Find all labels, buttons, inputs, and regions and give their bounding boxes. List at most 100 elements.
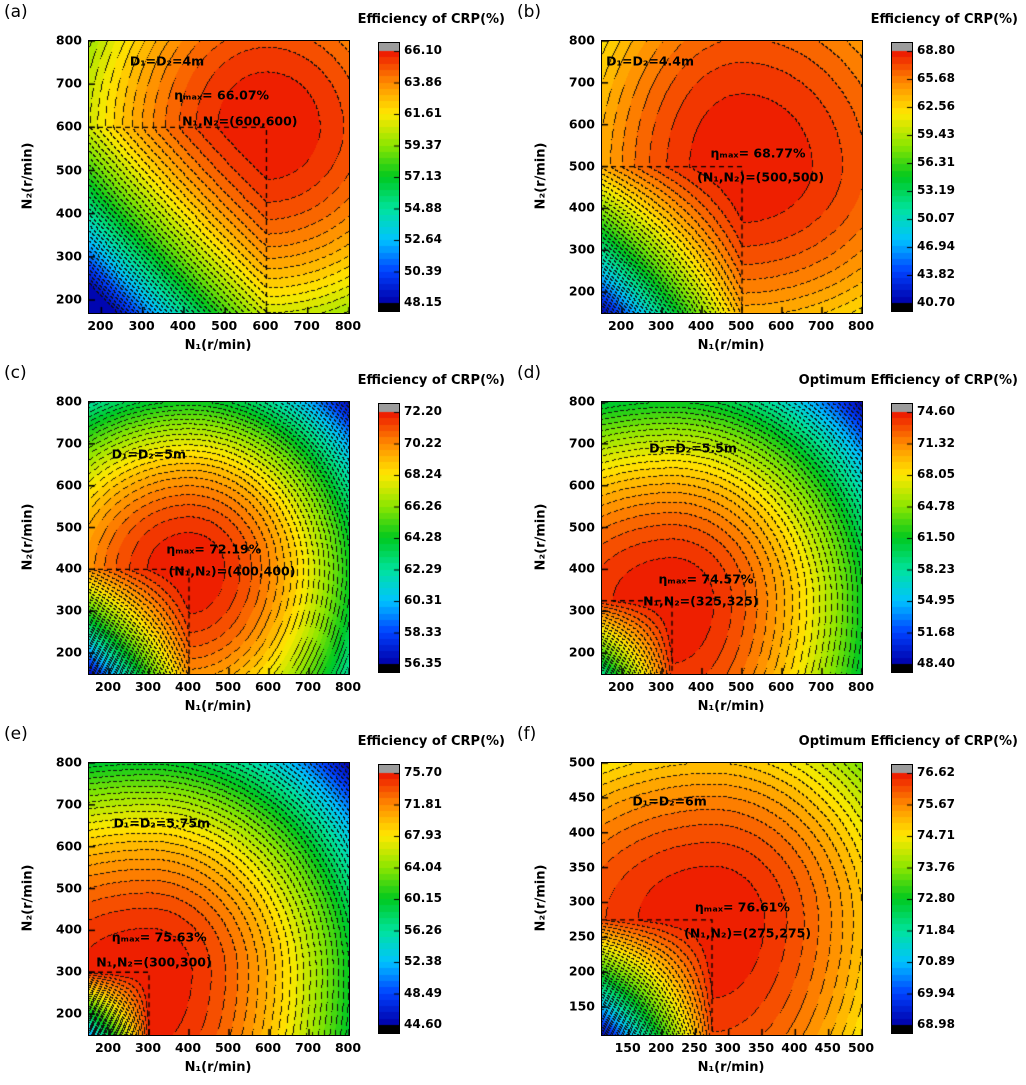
annotation-optimum-point: (N₁,N₂)=(275,275) bbox=[684, 925, 812, 941]
colorbar-tick-label: 56.31 bbox=[917, 155, 955, 169]
x-tick-label: 800 bbox=[334, 318, 362, 333]
y-tick-label: 800 bbox=[568, 393, 595, 409]
annotation-eta-max: ηₘₐₓ= 76.61% bbox=[694, 899, 790, 915]
colorbar-tick-label: 67.93 bbox=[404, 828, 442, 842]
x-tick-label: 400 bbox=[174, 679, 202, 694]
panel-c: (c) Efficiency of CRP(%) D₁=D₂=5m ηₘₐₓ= 72.… bbox=[0, 361, 513, 724]
y-tick-label: 200 bbox=[568, 644, 595, 660]
colorbar-tick-label: 70.89 bbox=[917, 954, 955, 968]
annotation-eta-max: ηₘₐₓ= 75.63% bbox=[111, 929, 207, 945]
y-tick-label: 800 bbox=[55, 32, 82, 48]
colorbar-tick-label: 64.28 bbox=[404, 530, 442, 544]
colorbar-tick-label: 69.94 bbox=[917, 985, 955, 1000]
x-tick-label: 800 bbox=[847, 318, 875, 333]
colorbar-tick-label: 68.80 bbox=[917, 43, 955, 57]
colorbar-tick-label: 58.23 bbox=[917, 561, 955, 576]
x-tick-label: 200 bbox=[607, 679, 635, 694]
x-axis-title: N₁(r/min) bbox=[184, 1060, 252, 1075]
x-tick-label: 300 bbox=[714, 1040, 741, 1055]
colorbar-tick-label: 76.62 bbox=[917, 765, 955, 779]
x-tick-label: 700 bbox=[293, 318, 320, 333]
y-tick-label: 500 bbox=[55, 162, 82, 178]
y-tick-label: 700 bbox=[55, 75, 82, 91]
colorbar-tick-label: 51.68 bbox=[917, 624, 955, 639]
x-tick-label: 600 bbox=[767, 679, 795, 694]
colorbar-tick-label: 68.24 bbox=[404, 467, 442, 481]
contour-canvas bbox=[602, 41, 862, 313]
x-axis-title: N₁(r/min) bbox=[697, 1060, 765, 1075]
colorbar-tick-label: 64.04 bbox=[404, 859, 442, 874]
colorbar-title: Efficiency of CRP(%) bbox=[357, 12, 505, 27]
contour-plot: D₁=D₂=4.4m ηₘₐₓ= 68.77% (N₁,N₂)=(500,500) bbox=[601, 40, 863, 314]
panel-letter: (d) bbox=[517, 363, 542, 383]
contour-plot: D₁=D₂=5m ηₘₐₓ= 72.19% (N₁,N₂)=(400,400) bbox=[88, 401, 350, 675]
colorbar-tick-label: 72.80 bbox=[917, 891, 955, 905]
colorbar-tick-label: 64.78 bbox=[917, 498, 955, 513]
y-tick-label: 500 bbox=[568, 158, 595, 174]
x-tick-label: 500 bbox=[727, 318, 755, 333]
annotation-optimum-point: N₁,N₂=(300,300) bbox=[96, 954, 212, 970]
annotation-diameter: D₁=D₂=5.5m bbox=[649, 440, 737, 456]
y-tick-label: 600 bbox=[568, 116, 595, 132]
y-tick-label: 700 bbox=[55, 796, 82, 812]
colorbar-tick-label: 62.56 bbox=[917, 99, 955, 113]
colorbar-tick-label: 68.05 bbox=[917, 467, 955, 481]
x-tick-label: 300 bbox=[128, 318, 155, 333]
y-tick-label: 400 bbox=[568, 199, 595, 215]
colorbar-tick-label: 52.38 bbox=[404, 954, 442, 968]
colorbar-tick-label: 75.70 bbox=[404, 765, 442, 779]
y-tick-label: 800 bbox=[55, 754, 82, 770]
colorbar-tick-label: 68.98 bbox=[917, 1017, 955, 1031]
y-tick-label: 400 bbox=[55, 205, 82, 221]
panel-e: (e) Efficiency of CRP(%) D₁=D₂=5.75m ηₘₐₓ= … bbox=[0, 722, 513, 1085]
contour-canvas bbox=[89, 402, 349, 674]
colorbar-tick-label: 48.40 bbox=[917, 656, 955, 670]
colorbar-title: Optimum Efficiency of CRP(%) bbox=[798, 734, 1018, 749]
y-tick-label: 800 bbox=[568, 32, 595, 48]
x-tick-label: 700 bbox=[807, 318, 835, 333]
y-tick-label: 200 bbox=[55, 644, 82, 660]
x-tick-label: 400 bbox=[687, 318, 715, 333]
colorbar-tick-label: 44.60 bbox=[404, 1017, 442, 1031]
x-tick-label: 500 bbox=[727, 679, 755, 694]
y-tick-label: 150 bbox=[568, 998, 595, 1014]
x-tick-label: 500 bbox=[211, 318, 238, 333]
panel-letter: (b) bbox=[517, 2, 542, 22]
y-tick-label: 200 bbox=[568, 283, 595, 299]
colorbar-tick-label: 48.49 bbox=[404, 985, 442, 1000]
contour-plot: D₁=D₂=4m ηₘₐₓ= 66.07% N₁,N₂=(600,600) bbox=[88, 40, 350, 314]
contour-canvas bbox=[602, 402, 862, 674]
y-tick-label: 400 bbox=[568, 824, 595, 840]
x-tick-label: 700 bbox=[294, 679, 322, 694]
y-tick-label: 500 bbox=[568, 754, 595, 770]
y-tick-label: 700 bbox=[568, 435, 595, 451]
annotation-eta-max: ηₘₐₓ= 68.77% bbox=[710, 145, 806, 161]
colorbar bbox=[891, 42, 913, 312]
x-tick-label: 450 bbox=[814, 1040, 841, 1055]
y-tick-label: 300 bbox=[568, 893, 595, 909]
y-tick-label: 500 bbox=[568, 519, 595, 535]
x-axis-title: N₁(r/min) bbox=[697, 338, 765, 353]
x-tick-label: 300 bbox=[134, 679, 162, 694]
x-tick-label: 400 bbox=[781, 1040, 808, 1055]
y-tick-label: 300 bbox=[55, 963, 82, 979]
annotation-diameter: D₁=D₂=4.4m bbox=[606, 53, 695, 69]
y-tick-label: 600 bbox=[568, 477, 595, 493]
y-tick-label: 250 bbox=[568, 928, 595, 944]
colorbar-tick-label: 54.95 bbox=[917, 593, 955, 607]
colorbar-tick-label: 58.33 bbox=[404, 624, 442, 639]
y-axis-title: N₂(r/min) bbox=[20, 503, 36, 571]
annotation-eta-max: ηₘₐₓ= 74.57% bbox=[658, 571, 754, 587]
colorbar-tick-label: 63.86 bbox=[404, 74, 442, 89]
x-axis-title: N₁(r/min) bbox=[184, 699, 252, 714]
colorbar-tick-label: 65.68 bbox=[917, 71, 955, 85]
y-tick-label: 200 bbox=[55, 291, 82, 307]
y-axis-title: N₂(r/min) bbox=[533, 503, 549, 571]
colorbar-tick-label: 57.13 bbox=[404, 169, 442, 183]
y-tick-label: 500 bbox=[55, 880, 82, 896]
colorbar-tick-label: 74.60 bbox=[917, 404, 955, 418]
y-tick-label: 400 bbox=[55, 560, 82, 576]
x-tick-label: 400 bbox=[174, 1040, 202, 1055]
colorbar-tick-label: 66.26 bbox=[404, 498, 442, 513]
